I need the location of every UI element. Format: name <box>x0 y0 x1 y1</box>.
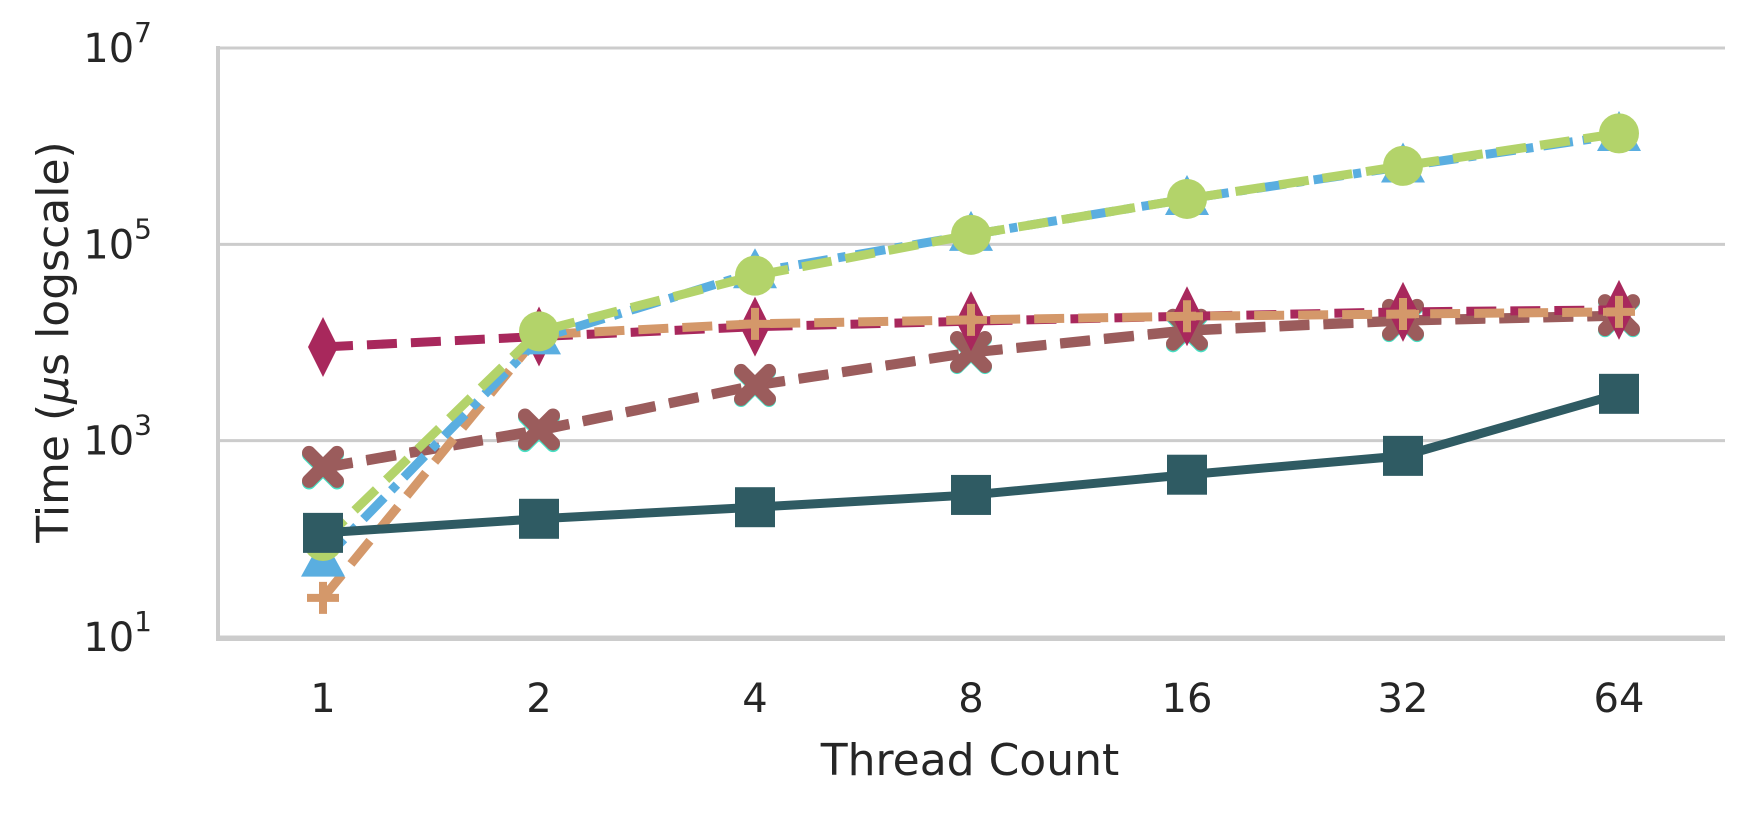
y-axis-title-mu: μ <box>28 376 79 405</box>
series-6 <box>303 373 1639 553</box>
data-point-x <box>518 408 560 451</box>
data-point-diamond <box>308 316 338 377</box>
data-point-circle <box>1599 113 1639 154</box>
data-point-square <box>519 498 559 539</box>
x-tick-label: 64 <box>1594 676 1645 722</box>
data-point-square <box>1383 435 1423 476</box>
y-tick-label: 103 <box>83 409 152 465</box>
data-point-square <box>1599 373 1639 414</box>
x-axis-title: Thread Count <box>820 735 1120 786</box>
axes <box>216 46 1725 641</box>
data-point-x <box>734 363 776 406</box>
data-point-circle <box>951 214 991 255</box>
x-tick-label: 2 <box>526 676 551 722</box>
data-point-plus <box>1387 298 1419 331</box>
data-point-x <box>302 445 344 488</box>
x-tick-label: 1 <box>310 676 335 722</box>
data-point-plus <box>955 303 987 336</box>
data-point-square <box>951 474 991 515</box>
y-tick-label: 101 <box>83 605 152 661</box>
data-point-plus <box>739 307 771 340</box>
y-tick-labels: 101 103 105 107 <box>83 16 152 661</box>
data-point-circle <box>1167 178 1207 219</box>
data-point-square <box>1167 454 1207 495</box>
x-tick-label: 16 <box>1162 676 1213 722</box>
data-point-circle <box>519 311 559 352</box>
data-point-plus <box>1603 295 1635 328</box>
data-point-x <box>950 331 992 374</box>
data-point-circle <box>1383 145 1423 186</box>
data-point-plus <box>307 581 339 614</box>
series-layer <box>301 110 1641 614</box>
x-tick-label: 8 <box>958 676 983 722</box>
data-point-plus <box>1171 300 1203 333</box>
data-point-square <box>303 512 343 553</box>
y-tick-label: 105 <box>83 212 152 268</box>
x-tick-label: 4 <box>742 676 767 722</box>
x-tick-labels: 1 2 4 8 16 32 64 <box>310 676 1644 722</box>
data-point-circle <box>735 255 775 296</box>
series-5 <box>303 113 1639 562</box>
y-axis-title: Time (μs logscale) <box>28 141 79 543</box>
y-tick-label: 107 <box>83 16 152 72</box>
data-point-square <box>735 487 775 528</box>
x-tick-label: 32 <box>1378 676 1429 722</box>
